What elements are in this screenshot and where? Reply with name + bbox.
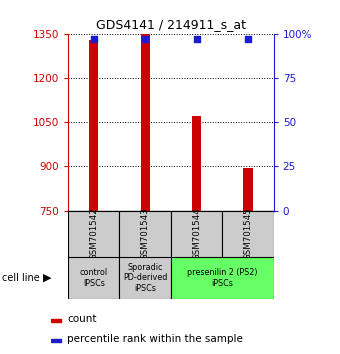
Text: count: count <box>67 314 97 324</box>
Text: GSM701544: GSM701544 <box>192 207 201 260</box>
Bar <box>89 40 98 211</box>
Text: GSM701542: GSM701542 <box>89 207 98 260</box>
Text: presenilin 2 (PS2)
iPSCs: presenilin 2 (PS2) iPSCs <box>187 268 257 287</box>
Bar <box>192 116 201 211</box>
Text: control
IPSCs: control IPSCs <box>80 268 108 287</box>
Point <box>142 36 148 42</box>
Text: cell line: cell line <box>2 273 39 283</box>
Bar <box>119 211 171 257</box>
Text: GSM701543: GSM701543 <box>141 207 150 260</box>
Bar <box>140 34 150 211</box>
Bar <box>222 211 274 257</box>
Text: ▶: ▶ <box>44 273 52 283</box>
Bar <box>119 257 171 299</box>
Text: GSM701545: GSM701545 <box>243 207 253 260</box>
Text: percentile rank within the sample: percentile rank within the sample <box>67 335 243 344</box>
Bar <box>243 169 253 211</box>
Text: Sporadic
PD-derived
iPSCs: Sporadic PD-derived iPSCs <box>123 263 167 293</box>
Point <box>194 36 199 42</box>
Point <box>91 36 97 42</box>
Bar <box>68 257 119 299</box>
Bar <box>171 257 274 299</box>
Bar <box>51 319 61 322</box>
Bar <box>51 339 61 342</box>
Point <box>245 36 251 42</box>
Bar <box>171 211 222 257</box>
Title: GDS4141 / 214911_s_at: GDS4141 / 214911_s_at <box>96 18 246 31</box>
Bar <box>68 211 119 257</box>
